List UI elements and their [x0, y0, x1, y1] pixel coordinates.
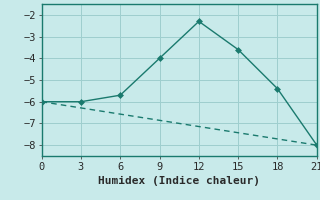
X-axis label: Humidex (Indice chaleur): Humidex (Indice chaleur) — [98, 176, 260, 186]
